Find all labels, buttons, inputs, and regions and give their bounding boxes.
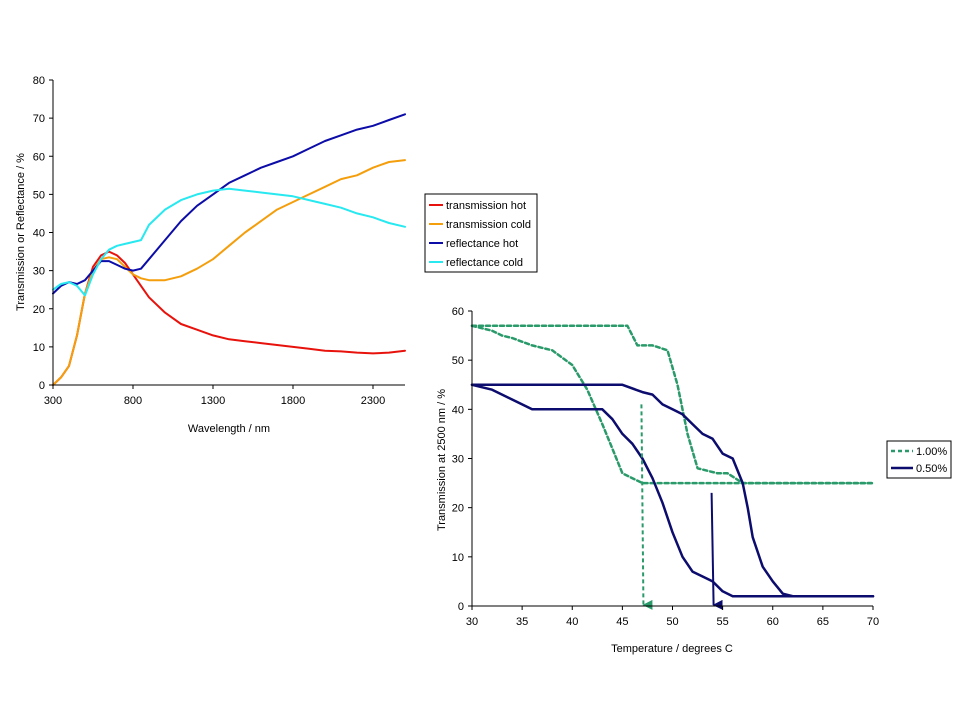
temperature-x-axis-title: Temperature / degrees C bbox=[611, 643, 733, 655]
temperature-series-1-00-line bbox=[470, 324, 875, 485]
spectrum-chart: 0 10 20 30 40 50 60 70 80 300 800 1300 1800 2300 Wav… bbox=[15, 75, 538, 435]
spectrum-series-transmission-hot-line bbox=[52, 250, 406, 386]
temperature-series-1-00-line bbox=[470, 324, 875, 485]
spectrum-y-tick-label: 50 bbox=[33, 189, 45, 201]
spectrum-y-axis-title: Transmission or Reflectance / % bbox=[15, 153, 27, 311]
spectrum-series-reflectance-cold-line bbox=[52, 187, 406, 297]
spectrum-x-tick-label: 300 bbox=[44, 395, 62, 407]
spectrum-legend-label: reflectance cold bbox=[446, 257, 523, 269]
temperature-series-group bbox=[470, 324, 875, 598]
temperature-legend-label: 0.50% bbox=[916, 463, 947, 475]
temperature-x-tick-label: 40 bbox=[566, 616, 578, 628]
spectrum-y-tick-label: 80 bbox=[33, 75, 45, 87]
spectrum-x-axis-title: Wavelength / nm bbox=[188, 423, 270, 435]
temperature-x-tick-label: 65 bbox=[817, 616, 829, 628]
spectrum-x-tick-label: 1300 bbox=[201, 395, 225, 407]
temperature-legend-label: 1.00% bbox=[916, 446, 947, 458]
temperature-y-tick-label: 60 bbox=[452, 306, 464, 318]
spectrum-y-ticks: 0 10 20 30 40 50 60 70 80 bbox=[33, 75, 53, 392]
spectrum-x-tick-label: 1800 bbox=[281, 395, 305, 407]
spectrum-series-reflectance-hot-line bbox=[52, 113, 406, 295]
temperature-y-tick-label: 30 bbox=[452, 454, 464, 466]
temperature-x-tick-label: 70 bbox=[867, 616, 879, 628]
temperature-chart: 0 10 20 30 40 50 60 30 35 40 45 50 55 60 65 70 Tempera… bbox=[436, 306, 952, 655]
temperature-y-tick-label: 40 bbox=[452, 404, 464, 416]
temperature-y-tick-label: 20 bbox=[452, 503, 464, 515]
spectrum-y-tick-label: 0 bbox=[39, 380, 45, 392]
spectrum-y-tick-label: 30 bbox=[33, 266, 45, 278]
temperature-legend: 1.00% 0.50% bbox=[886, 440, 952, 479]
temperature-series-0-50-line bbox=[470, 383, 875, 598]
spectrum-legend-label: reflectance hot bbox=[446, 238, 518, 250]
temperature-legend-box bbox=[886, 440, 952, 479]
spectrum-series-transmission-cold-line bbox=[52, 159, 406, 386]
temperature-x-tick-label: 55 bbox=[717, 616, 729, 628]
temperature-x-tick-label: 60 bbox=[767, 616, 779, 628]
spectrum-legend-label: transmission hot bbox=[446, 200, 526, 212]
spectrum-series-group bbox=[52, 113, 406, 386]
spectrum-x-tick-label: 800 bbox=[124, 395, 142, 407]
spectrum-y-tick-label: 40 bbox=[33, 228, 45, 240]
temperature-x-tick-label: 45 bbox=[616, 616, 628, 628]
spectrum-y-tick-label: 70 bbox=[33, 113, 45, 125]
temperature-x-tick-label: 30 bbox=[466, 616, 478, 628]
spectrum-legend-box bbox=[424, 193, 538, 273]
temperature-y-tick-label: 10 bbox=[452, 552, 464, 564]
temperature-series-0-50-line bbox=[470, 383, 875, 598]
spectrum-legend: transmission hot transmission cold reflect… bbox=[424, 193, 538, 273]
spectrum-y-tick-label: 60 bbox=[33, 151, 45, 163]
spectrum-y-tick-label: 10 bbox=[33, 342, 45, 354]
temperature-transition-arrow bbox=[710, 492, 723, 610]
spectrum-legend-label: transmission cold bbox=[446, 219, 531, 231]
spectrum-x-ticks: 300 800 1300 1800 2300 bbox=[44, 385, 385, 407]
temperature-y-tick-label: 50 bbox=[452, 355, 464, 367]
temperature-y-ticks: 0 10 20 30 40 50 60 bbox=[452, 306, 472, 613]
temperature-transition-arrow bbox=[640, 404, 653, 610]
spectrum-x-tick-label: 2300 bbox=[361, 395, 385, 407]
temperature-x-tick-label: 50 bbox=[666, 616, 678, 628]
temperature-x-tick-label: 35 bbox=[516, 616, 528, 628]
temperature-y-tick-label: 0 bbox=[458, 601, 464, 613]
temperature-y-axis-title: Transmission at 2500 nm / % bbox=[436, 389, 448, 531]
temperature-x-ticks: 30 35 40 45 50 55 60 65 70 bbox=[466, 606, 879, 628]
spectrum-y-tick-label: 20 bbox=[33, 304, 45, 316]
temperature-arrows-group bbox=[640, 404, 723, 610]
